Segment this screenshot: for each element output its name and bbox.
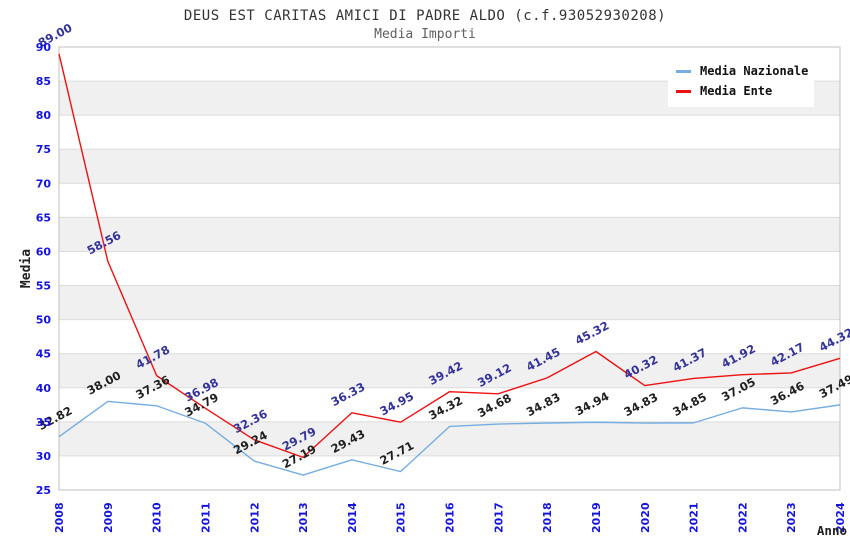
x-tick-label: 2020 — [639, 502, 652, 533]
x-tick-label: 2019 — [590, 502, 603, 533]
y-tick-label: 80 — [36, 109, 52, 122]
x-tick-label: 2009 — [102, 502, 115, 533]
x-tick-label: 2017 — [492, 502, 505, 533]
x-tick-label: 2023 — [785, 502, 798, 533]
x-tick-label: 2008 — [53, 502, 66, 533]
y-tick-label: 25 — [36, 484, 51, 497]
plot-border — [58, 46, 841, 491]
legend-swatch-icon — [676, 69, 691, 73]
y-tick-label: 30 — [36, 450, 52, 463]
x-tick-label: 2024 — [834, 502, 847, 533]
y-tick-label: 35 — [36, 416, 51, 429]
chart-legend: Media Nazionale Media Ente — [668, 56, 814, 107]
x-axis-title: Anno — [817, 523, 847, 538]
plot-band — [59, 387, 840, 422]
x-tick-label: 2021 — [688, 502, 701, 533]
plot-band — [59, 183, 840, 218]
plot-band — [59, 115, 840, 150]
y-axis-title: Media — [19, 249, 34, 288]
plot-band — [59, 455, 840, 490]
y-tick-label: 75 — [36, 143, 51, 156]
y-tick-label: 70 — [36, 177, 52, 190]
series-line-media-ente — [58, 53, 841, 459]
y-tick-label: 45 — [36, 348, 51, 361]
x-tick-label: 2016 — [444, 502, 457, 533]
y-tick-label: 40 — [36, 382, 52, 395]
x-tick-label: 2014 — [346, 502, 359, 533]
x-tick-label: 2012 — [248, 502, 261, 533]
legend-label: Media Ente — [700, 84, 773, 98]
x-tick-label: 2018 — [541, 502, 554, 533]
legend-label: Media Nazionale — [700, 64, 809, 78]
legend-item-media-ente: Media Ente — [676, 81, 814, 101]
x-tick-label: 2022 — [736, 502, 749, 533]
x-tick-label: 2015 — [395, 502, 408, 533]
y-tick-label: 50 — [36, 314, 52, 327]
plot-band — [59, 353, 840, 388]
plot-band — [59, 285, 840, 320]
y-tick-label: 85 — [36, 75, 51, 88]
y-tick-label: 65 — [36, 211, 51, 224]
plot-band — [59, 421, 840, 456]
x-tick-label: 2011 — [199, 502, 212, 533]
legend-swatch-icon — [676, 89, 691, 93]
chart-title: DEUS EST CARITAS AMICI DI PADRE ALDO (c.… — [183, 8, 667, 24]
y-tick-label: 55 — [36, 280, 51, 293]
chart-subtitle: Media Importi — [374, 27, 476, 42]
y-tick-label: 90 — [36, 41, 52, 54]
plot-band — [59, 319, 840, 354]
plot-band — [59, 217, 840, 252]
legend-item-media-nazionale: Media Nazionale — [676, 61, 814, 81]
series-line-media-nazionale — [58, 400, 841, 476]
plot-band — [59, 149, 840, 184]
plot-band — [59, 251, 840, 286]
y-tick-label: 60 — [36, 245, 52, 258]
x-tick-label: 2010 — [151, 502, 164, 533]
x-tick-label: 2013 — [297, 502, 310, 533]
